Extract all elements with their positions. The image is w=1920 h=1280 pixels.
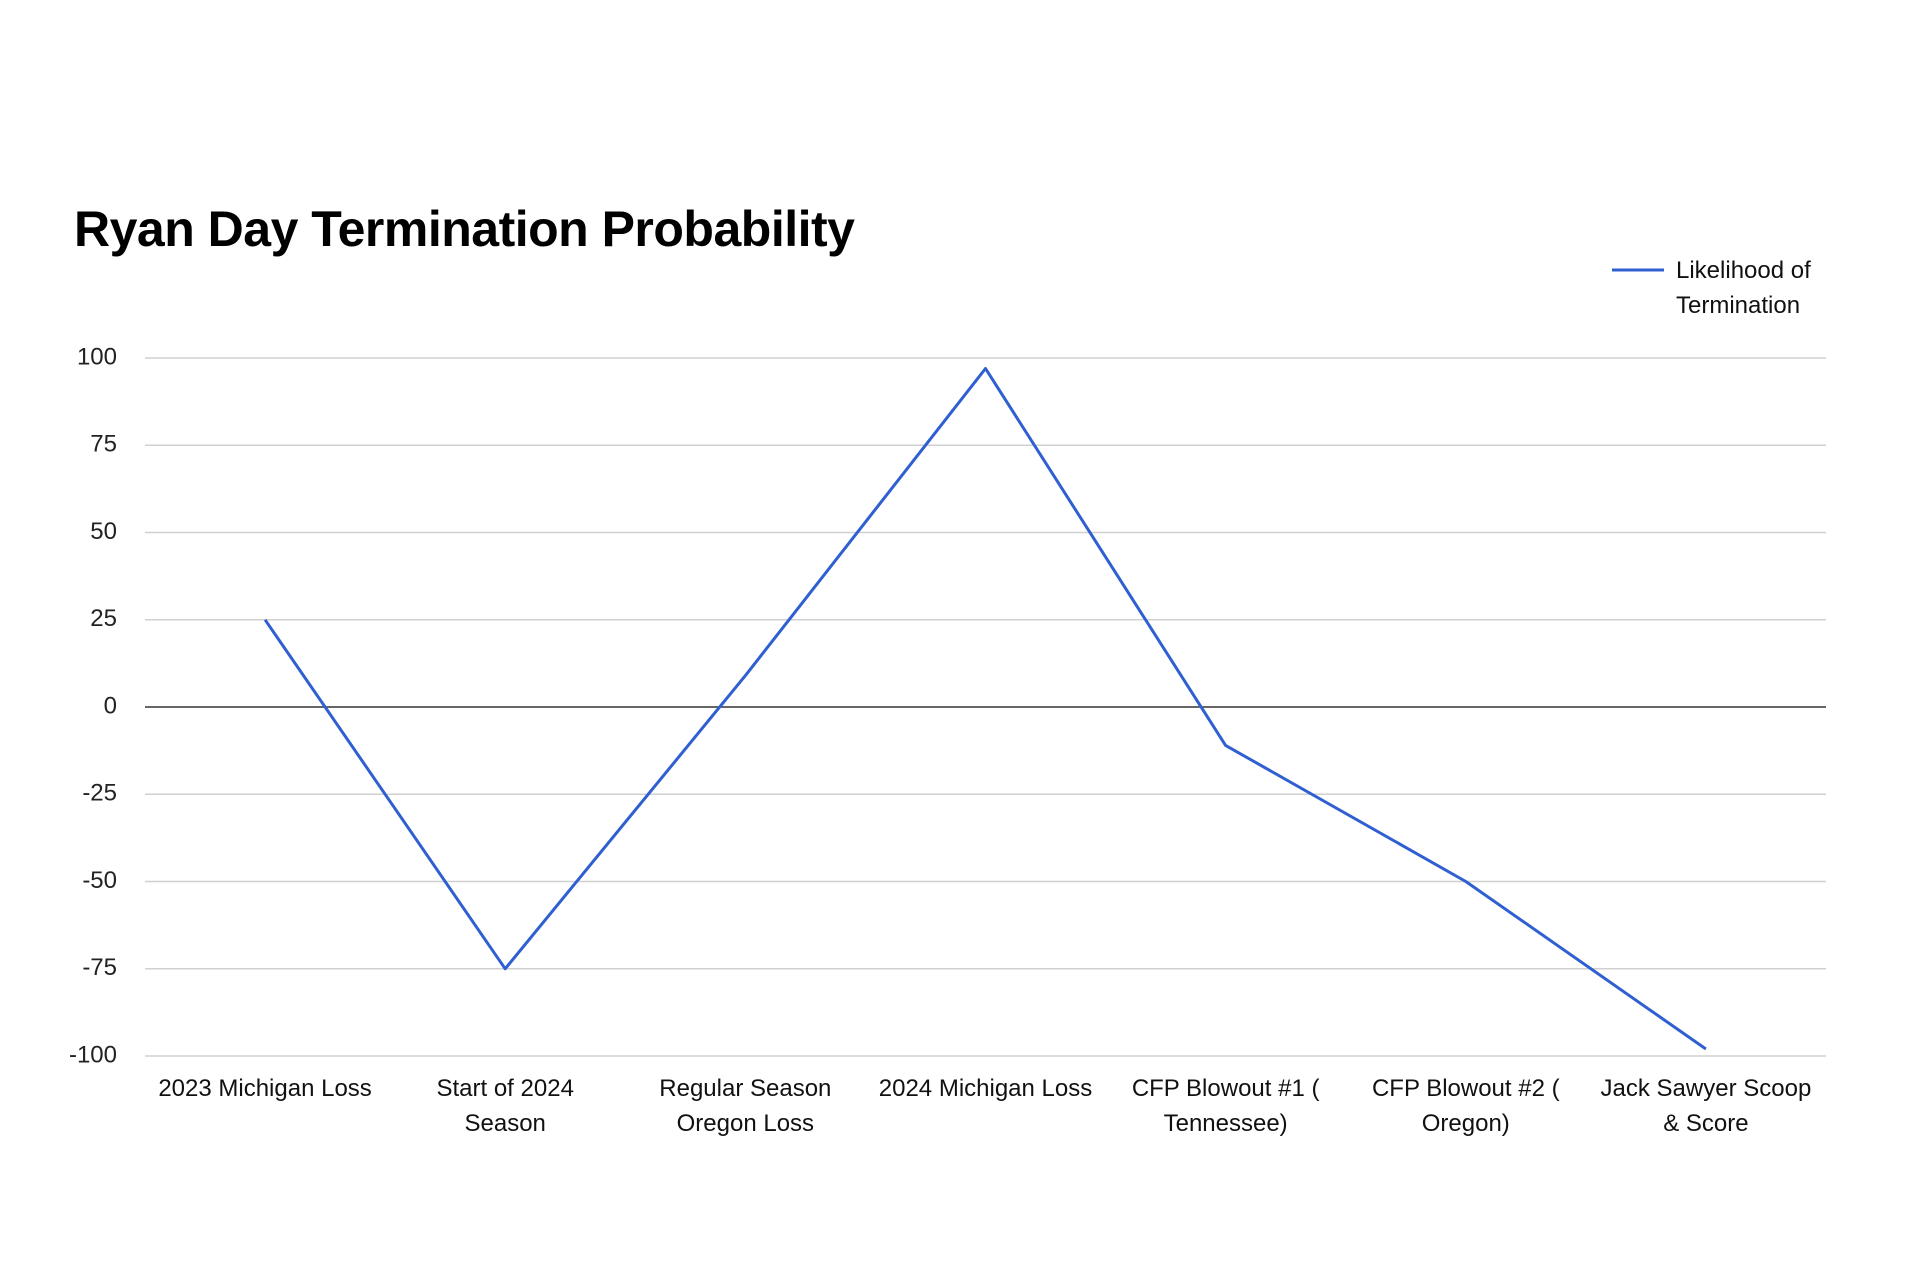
y-tick-label: 100 bbox=[77, 343, 117, 370]
data-line bbox=[263, 367, 1707, 1051]
x-tick-label: 2024 Michigan Loss bbox=[878, 1075, 1093, 1102]
y-tick-label: -50 bbox=[82, 867, 117, 894]
x-tick-label: CFP Blowout #2 ( Oregon) bbox=[1371, 1075, 1560, 1137]
y-tick-label: -100 bbox=[69, 1041, 117, 1068]
x-tick-label: Jack Sawyer Scoop & Score bbox=[1600, 1075, 1812, 1137]
x-tick-label: Regular Season Oregon Loss bbox=[659, 1075, 832, 1137]
x-tick-label: Start of 2024 Season bbox=[436, 1075, 574, 1137]
legend-label: Likelihood of Termination bbox=[1676, 257, 1811, 319]
x-tick-label: CFP Blowout #1 ( Tennessee) bbox=[1131, 1075, 1320, 1137]
y-tick-label: -75 bbox=[82, 954, 117, 981]
y-tick-label: 75 bbox=[90, 431, 117, 458]
x-tick-label: 2023 Michigan Loss bbox=[158, 1075, 372, 1102]
y-tick-label: 50 bbox=[90, 518, 117, 545]
chart-title: Ryan Day Termination Probability bbox=[74, 201, 855, 257]
y-tick-label: -25 bbox=[82, 780, 117, 807]
y-tick-label: 0 bbox=[104, 692, 117, 719]
y-tick-label: 25 bbox=[90, 605, 117, 632]
